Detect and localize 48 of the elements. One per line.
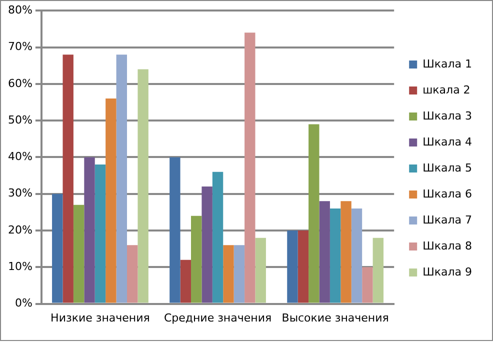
bar bbox=[94, 164, 106, 303]
bar bbox=[84, 157, 95, 303]
legend-label: шкала 2 bbox=[422, 83, 470, 96]
bar bbox=[298, 230, 309, 303]
y-tick-label: 60% bbox=[8, 76, 32, 90]
bar bbox=[116, 54, 127, 303]
legend-label: Шкала 5 bbox=[422, 161, 472, 174]
bar bbox=[138, 69, 148, 303]
bar bbox=[202, 186, 212, 303]
x-tick-label: Средние значения bbox=[164, 311, 272, 324]
y-tick-label: 50% bbox=[8, 113, 32, 126]
bar bbox=[180, 260, 191, 303]
y-tick-label: 40% bbox=[8, 150, 32, 164]
legend-label: Шкала 1 bbox=[422, 57, 472, 70]
y-tick-label: 80% bbox=[8, 3, 32, 16]
legend-label: Шкала 8 bbox=[422, 239, 472, 252]
bar bbox=[212, 172, 224, 303]
bar bbox=[223, 245, 234, 303]
legend-label: Шкала 9 bbox=[422, 265, 472, 278]
y-tick-label: 30% bbox=[8, 186, 32, 200]
bar bbox=[244, 32, 256, 303]
bar bbox=[73, 204, 84, 303]
bar bbox=[362, 267, 373, 303]
bar bbox=[372, 238, 384, 303]
legend-label: Шкала 3 bbox=[422, 109, 472, 122]
bar bbox=[351, 208, 362, 303]
x-tick-label: Низкие значения bbox=[50, 311, 150, 324]
bar bbox=[190, 216, 202, 303]
bar bbox=[287, 230, 298, 303]
bar bbox=[330, 208, 341, 303]
y-tick-label: 0% bbox=[14, 296, 32, 310]
y-tick-label: 10% bbox=[8, 260, 32, 274]
bar bbox=[319, 201, 330, 303]
bar bbox=[170, 157, 180, 303]
legend-label: Шкала 6 bbox=[422, 187, 472, 200]
y-tick-label: 20% bbox=[8, 223, 32, 236]
bar bbox=[255, 238, 266, 303]
bar bbox=[126, 245, 138, 303]
bar bbox=[106, 98, 116, 303]
legend-label: Шкала 7 bbox=[422, 213, 472, 226]
bar bbox=[62, 54, 74, 303]
bar bbox=[340, 201, 352, 303]
bar bbox=[234, 245, 245, 303]
legend-label: Шкала 4 bbox=[422, 135, 472, 148]
bar bbox=[308, 124, 320, 303]
bar bbox=[52, 194, 63, 303]
y-tick-label: 70% bbox=[8, 40, 32, 54]
x-tick-label: Высокие значения bbox=[282, 311, 389, 324]
